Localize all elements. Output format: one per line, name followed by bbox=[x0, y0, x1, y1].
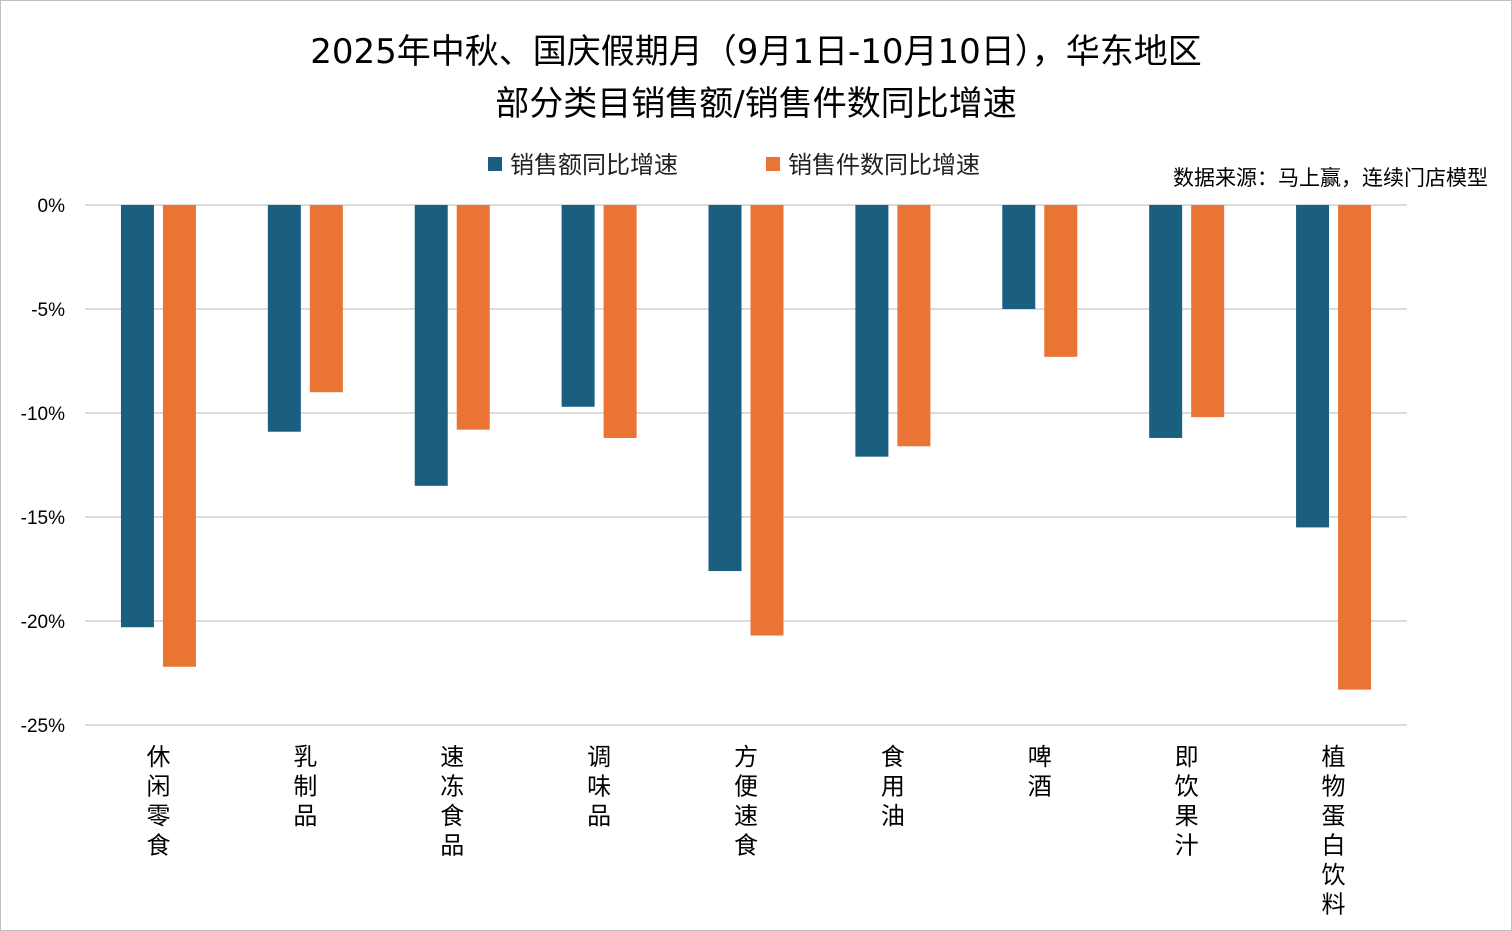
bar-units bbox=[309, 205, 343, 393]
y-tick-label: 0% bbox=[38, 196, 66, 217]
bar-units bbox=[750, 205, 784, 636]
bar-sales bbox=[414, 205, 448, 486]
bar-units bbox=[603, 205, 637, 438]
legend-label-units: 销售件数同比增速 bbox=[788, 151, 980, 179]
y-tick-label: -20% bbox=[21, 612, 65, 633]
bar-units bbox=[1044, 205, 1078, 357]
x-category-label: 啤酒 bbox=[1028, 743, 1052, 801]
legend-item-sales: 销售额同比增速 bbox=[488, 145, 678, 180]
x-category-label: 乳制品 bbox=[293, 743, 317, 830]
x-category-label: 调味品 bbox=[587, 743, 611, 830]
bar-units bbox=[162, 205, 196, 667]
y-tick-label: -10% bbox=[21, 404, 65, 425]
bar-units bbox=[1338, 205, 1372, 690]
legend-swatch-sales bbox=[488, 157, 502, 171]
x-category-label: 即饮果汁 bbox=[1175, 743, 1199, 860]
bar-sales bbox=[267, 205, 301, 432]
bar-sales bbox=[1002, 205, 1036, 309]
bar-sales bbox=[855, 205, 889, 457]
y-tick-label: -5% bbox=[31, 300, 65, 321]
x-category-label: 食用油 bbox=[881, 743, 905, 830]
x-category-label: 方便速食 bbox=[734, 743, 758, 860]
chart-title-line2: 部分类目销售额/销售件数同比增速 bbox=[495, 84, 1017, 124]
y-tick-label: -25% bbox=[21, 716, 65, 737]
bar-units bbox=[897, 205, 931, 447]
legend-label-sales: 销售额同比增速 bbox=[510, 151, 678, 179]
bar-sales bbox=[708, 205, 742, 572]
legend-item-units: 销售件数同比增速 bbox=[766, 145, 980, 180]
y-tick-label: -15% bbox=[21, 508, 65, 529]
chart-title-line1: 2025年中秋、国庆假期月（9月1日-10月10日），华东地区 bbox=[310, 32, 1202, 72]
source-note: 数据来源：马上赢，连续门店模型 bbox=[1173, 166, 1488, 190]
legend-swatch-units bbox=[766, 157, 780, 171]
x-category-label: 速冻食品 bbox=[440, 743, 464, 860]
bar-sales bbox=[1296, 205, 1330, 528]
bar-sales bbox=[1149, 205, 1183, 438]
bar-sales bbox=[120, 205, 154, 628]
bar-units bbox=[456, 205, 490, 430]
bar-sales bbox=[561, 205, 595, 407]
x-category-label: 休闲零食 bbox=[146, 743, 170, 860]
bar-units bbox=[1191, 205, 1225, 418]
x-category-label: 植物蛋白饮料 bbox=[1322, 743, 1346, 919]
